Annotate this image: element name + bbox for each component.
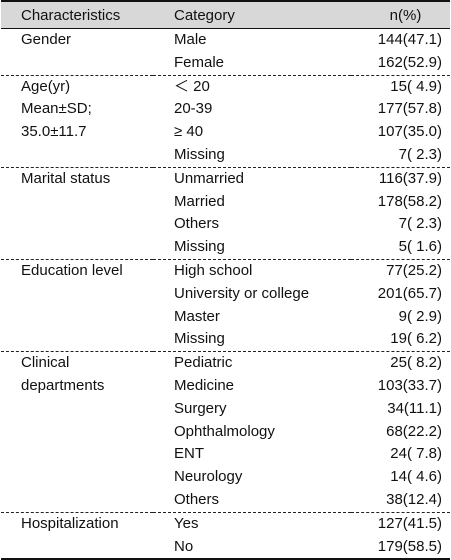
cell-characteristic xyxy=(1,489,153,512)
table-row: Missing 5( 1.6) xyxy=(1,236,450,259)
cell-characteristic: Gender xyxy=(21,31,72,48)
cell-characteristic xyxy=(1,443,153,466)
cell-characteristic: Hospitalization xyxy=(1,511,153,536)
cell-count: 14( 4.6) xyxy=(390,468,442,486)
table-row: Missing 19( 6.2) xyxy=(1,328,450,351)
table-row: Age(yr) ＜ 20 15( 4.9) xyxy=(1,74,450,99)
table-row: Marital status Unmarried 116(37.9) xyxy=(1,166,450,191)
cell-count: 34(11.1) xyxy=(387,399,442,417)
cell-count: 7( 2.3) xyxy=(398,145,442,163)
cell-characteristic xyxy=(1,283,153,306)
header-n-percent: n(%) xyxy=(351,0,450,29)
table-row: Master 9( 2.9) xyxy=(1,306,450,329)
cell-category: Male xyxy=(174,31,207,48)
cell-category: Ophthalmology xyxy=(174,422,275,440)
table-row: Gender Male 144(47.1) xyxy=(1,29,450,52)
cell-characteristic xyxy=(1,466,153,489)
cell-count: 24( 7.8) xyxy=(390,445,442,463)
cell-characteristic xyxy=(1,306,153,329)
table-row: Clinical Pediatric 25( 8.2) xyxy=(1,351,450,375)
cell-count: 177(57.8) xyxy=(377,100,442,118)
cell-category: Surgery xyxy=(174,399,227,417)
cell-category: Married xyxy=(174,192,225,210)
table-row: University or college 201(65.7) xyxy=(1,283,450,306)
cell-count: 38(12.4) xyxy=(386,490,442,508)
cell-characteristic xyxy=(1,52,153,75)
cell-category: University or college xyxy=(174,284,310,302)
cell-characteristic: Clinical xyxy=(1,351,153,375)
cell-count: 25( 8.2) xyxy=(351,351,450,375)
table-row: Others 7( 2.3) xyxy=(1,213,450,236)
header-category: Category xyxy=(153,0,351,29)
cell-count: 116(37.9) xyxy=(351,166,450,191)
cell-characteristic xyxy=(1,144,153,167)
cell-category: High school xyxy=(153,258,351,283)
cell-count: 5( 1.6) xyxy=(398,238,442,256)
table-row: Female 162(52.9) xyxy=(1,52,450,75)
cell-category: Unmarried xyxy=(153,166,351,191)
cell-characteristic xyxy=(1,328,153,351)
table-row: Hospitalization Yes 127(41.5) xyxy=(1,511,450,536)
table-row: Education level High school 77(25.2) xyxy=(1,258,450,283)
cell-count: 9( 2.9) xyxy=(398,307,442,325)
cell-count: 162(52.9) xyxy=(377,53,442,71)
cell-category: Yes xyxy=(153,511,351,536)
cell-characteristic: Education level xyxy=(1,258,153,283)
cell-category: Master xyxy=(174,307,220,325)
cell-category: Medicine xyxy=(174,376,235,394)
cell-category: Missing xyxy=(174,330,225,348)
cell-characteristic: departments xyxy=(21,376,105,394)
cell-characteristic xyxy=(1,213,153,236)
cell-characteristic xyxy=(1,535,153,560)
cell-category: Others xyxy=(174,490,220,508)
cell-category: 20-39 xyxy=(174,100,213,118)
cell-category: Neurology xyxy=(174,468,243,486)
header-characteristics: Characteristics xyxy=(1,0,153,29)
cell-count: 178(58.2) xyxy=(377,192,442,210)
table-row: 35.0±11.7 ≥ 40 107(35.0) xyxy=(1,121,450,144)
cell-count: 127(41.5) xyxy=(351,511,450,536)
cell-count: 7( 2.3) xyxy=(398,215,442,233)
cell-count: 68(22.2) xyxy=(386,422,442,440)
table-row: departments Medicine 103(33.7) xyxy=(1,375,450,398)
cell-count: 15( 4.9) xyxy=(351,74,450,99)
cell-category: ≥ 40 xyxy=(174,123,204,141)
cell-characteristic: 35.0±11.7 xyxy=(21,123,87,141)
cell-category: Pediatric xyxy=(153,351,351,375)
table-row: Others 38(12.4) xyxy=(1,489,450,512)
cell-characteristic: Marital status xyxy=(1,166,153,191)
cell-characteristic xyxy=(1,398,153,421)
table-row: ENT 24( 7.8) xyxy=(1,443,450,466)
cell-category: ENT xyxy=(174,445,204,463)
table-row: Neurology 14( 4.6) xyxy=(1,466,450,489)
table-row: No 179(58.5) xyxy=(1,535,450,560)
cell-count: 144(47.1) xyxy=(377,31,442,48)
table-row: Mean±SD; 20-39 177(57.8) xyxy=(1,98,450,121)
cell-characteristic: Age(yr) xyxy=(1,74,153,99)
table-row: Ophthalmology 68(22.2) xyxy=(1,421,450,444)
cell-characteristic xyxy=(1,421,153,444)
cell-category: Female xyxy=(174,53,225,71)
cell-category: ＜ 20 xyxy=(153,74,351,99)
cell-category: No xyxy=(153,535,351,560)
cell-characteristic xyxy=(1,191,153,214)
table-header-row: Characteristics Category n(%) xyxy=(1,0,450,29)
cell-category: Missing xyxy=(174,145,225,163)
table-row: Missing 7( 2.3) xyxy=(1,144,450,167)
table-row: Surgery 34(11.1) xyxy=(1,398,450,421)
cell-characteristic xyxy=(1,236,153,259)
cell-count: 179(58.5) xyxy=(351,535,450,560)
cell-category: Others xyxy=(174,215,220,233)
cell-count: 19( 6.2) xyxy=(390,330,442,348)
cell-count: 77(25.2) xyxy=(351,258,450,283)
cell-category: Missing xyxy=(174,238,225,256)
cell-characteristic: Mean±SD; xyxy=(21,100,92,118)
table-row: Married 178(58.2) xyxy=(1,191,450,214)
cell-count: 201(65.7) xyxy=(377,284,442,302)
cell-count: 103(33.7) xyxy=(377,376,442,394)
cell-count: 107(35.0) xyxy=(377,123,442,141)
